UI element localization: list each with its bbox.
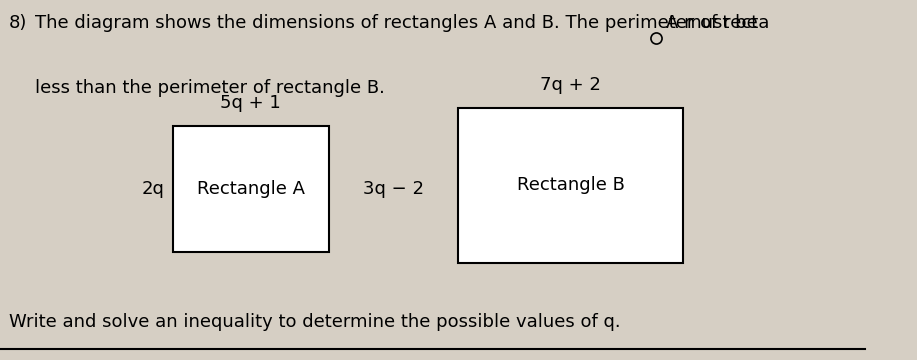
Text: less than the perimeter of rectangle B.: less than the perimeter of rectangle B. (35, 79, 384, 97)
Text: Rectangle B: Rectangle B (517, 176, 624, 194)
Text: 2q: 2q (141, 180, 164, 198)
Bar (458, 108, 683, 263)
Text: 3q − 2: 3q − 2 (363, 180, 424, 198)
Text: A must be: A must be (666, 14, 757, 32)
Text: 7q + 2: 7q + 2 (540, 76, 602, 94)
Text: The diagram shows the dimensions of rectangles A and B. The perimeter of recta: The diagram shows the dimensions of rect… (35, 14, 769, 32)
Text: 8): 8) (8, 14, 27, 32)
Text: Rectangle A: Rectangle A (197, 180, 304, 198)
Text: 5q + 1: 5q + 1 (220, 94, 282, 112)
Bar (173, 126, 328, 252)
Text: Write and solve an inequality to determine the possible values of q.: Write and solve an inequality to determi… (8, 313, 620, 331)
